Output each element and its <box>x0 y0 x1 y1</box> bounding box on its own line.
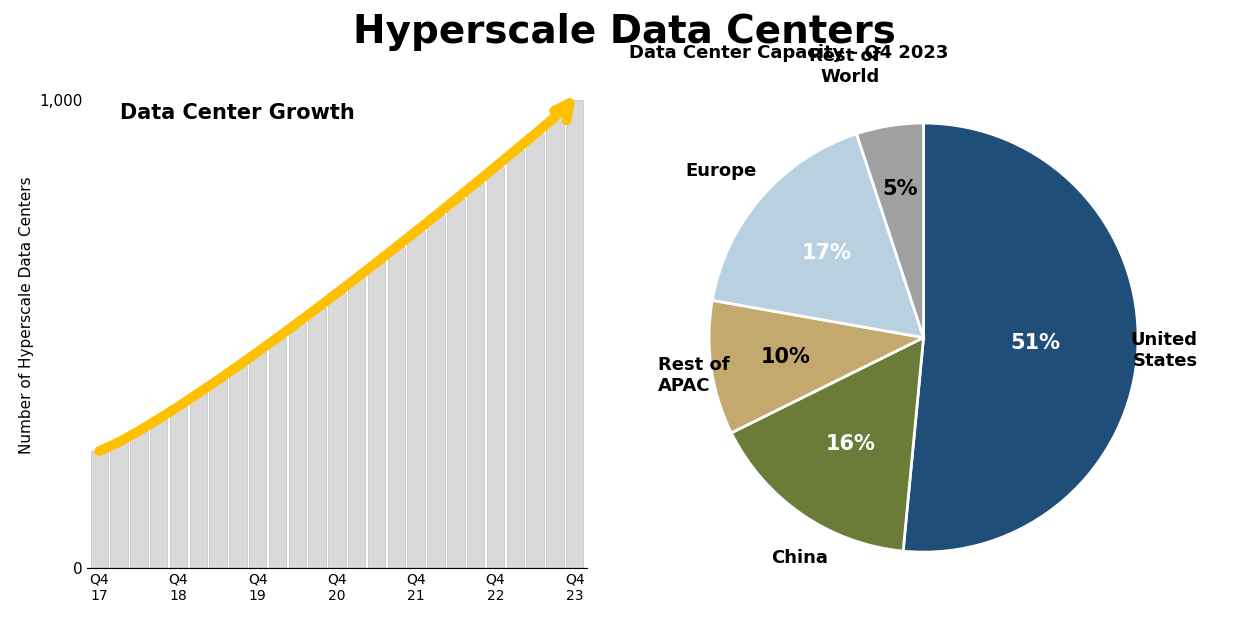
Bar <box>388 247 406 568</box>
Text: 17%: 17% <box>801 244 851 263</box>
Bar <box>150 419 167 568</box>
Text: United
States: United States <box>1131 331 1198 370</box>
Text: Rest of
World: Rest of World <box>809 47 880 86</box>
Bar <box>288 323 306 568</box>
Bar <box>230 366 247 568</box>
Bar <box>328 293 346 568</box>
Text: Europe: Europe <box>685 162 756 180</box>
Bar <box>368 262 386 568</box>
Bar <box>427 215 444 568</box>
Bar <box>447 199 464 568</box>
Bar <box>190 393 207 568</box>
Bar <box>408 231 424 568</box>
Text: 16%: 16% <box>826 433 875 454</box>
Wedge shape <box>709 300 924 433</box>
Text: Data Center Growth: Data Center Growth <box>120 103 354 124</box>
Bar <box>268 338 286 568</box>
Text: China: China <box>771 550 829 567</box>
Bar <box>467 183 484 568</box>
Y-axis label: Number of Hyperscale Data Centers: Number of Hyperscale Data Centers <box>19 177 34 454</box>
Wedge shape <box>856 123 924 338</box>
Bar <box>91 451 109 568</box>
Text: 51%: 51% <box>1010 333 1060 353</box>
Bar <box>527 134 544 568</box>
Bar <box>250 352 266 568</box>
Bar <box>110 442 127 568</box>
Wedge shape <box>731 338 924 551</box>
Text: 5%: 5% <box>882 179 917 199</box>
Text: Hyperscale Data Centers: Hyperscale Data Centers <box>353 13 895 50</box>
Bar <box>487 167 504 568</box>
Text: Data Center Capacity - Q4 2023: Data Center Capacity - Q4 2023 <box>629 44 948 62</box>
Bar <box>308 308 326 568</box>
Bar <box>565 100 583 568</box>
Bar <box>170 406 187 568</box>
Bar <box>547 117 564 568</box>
Bar <box>348 278 366 568</box>
Wedge shape <box>904 123 1138 552</box>
Bar <box>130 431 147 568</box>
Text: 10%: 10% <box>760 348 810 367</box>
Wedge shape <box>713 134 924 338</box>
Text: Rest of
APAC: Rest of APAC <box>658 357 730 395</box>
Bar <box>507 150 524 568</box>
Bar <box>210 380 227 568</box>
